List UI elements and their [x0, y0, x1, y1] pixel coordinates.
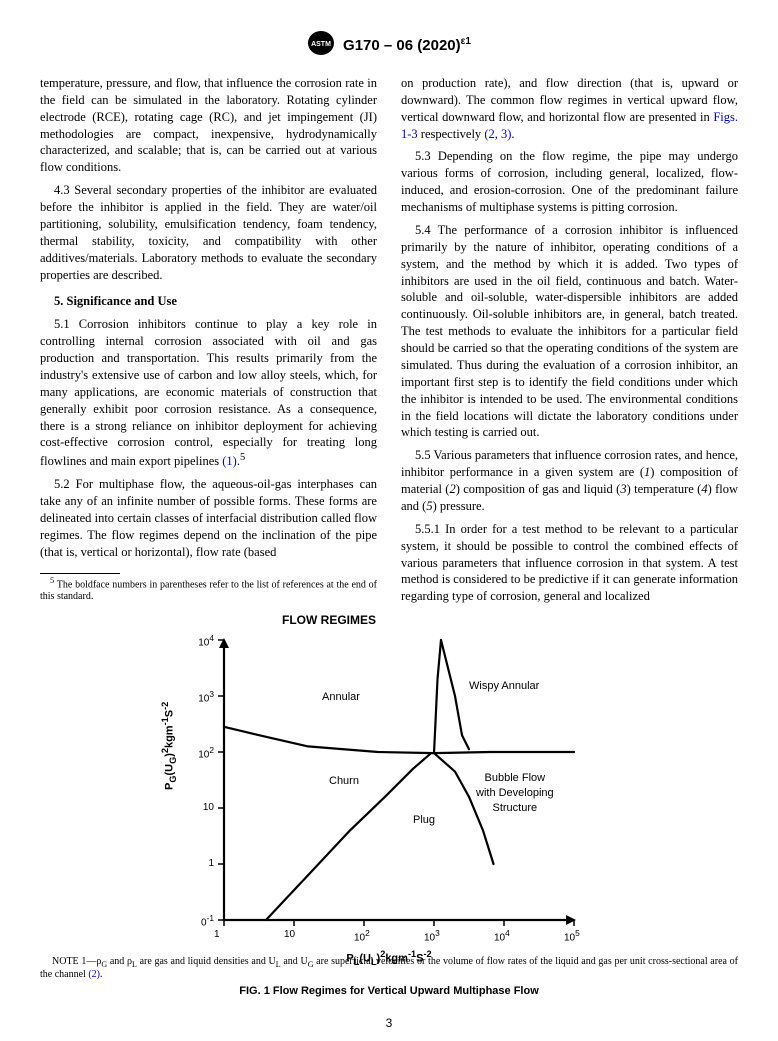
footnote-rule	[40, 573, 120, 574]
standard-id: G170 – 06 (2020)ε1	[343, 35, 471, 56]
para-5-3: 5.3 Depending on the flow regime, the pi…	[401, 148, 738, 216]
figure-caption: FIG. 1 Flow Regimes for Vertical Upward …	[40, 984, 738, 999]
region-plug: Plug	[413, 813, 435, 828]
para-5-5-1: 5.5.1 In order for a test method to be r…	[401, 521, 738, 605]
fn-ref[interactable]: (2)	[88, 969, 100, 980]
y-axis-label: PG(UG)2kgm-1S-2	[159, 702, 179, 790]
footnote-5-marker: 5	[240, 452, 245, 463]
region-bubble: Bubble Flow with Developing Structure	[476, 771, 554, 816]
para-5-2-cont-a: on production rate), and flow direction …	[401, 76, 738, 124]
region-churn: Churn	[329, 774, 359, 789]
footnote-5-text: The boldface numbers in parentheses refe…	[40, 579, 377, 603]
ref-link-1[interactable]: (1)	[222, 454, 237, 468]
astm-logo: ASTM	[307, 30, 335, 61]
para-5-1-text: 5.1 Corrosion inhibitors continue to pla…	[40, 317, 377, 468]
x-tick-3: 103	[424, 928, 440, 945]
fn-b: and ρ	[107, 956, 132, 967]
fn-end: .	[100, 969, 103, 980]
y-tick-5: 104	[198, 633, 214, 650]
section-5-heading: 5. Significance and Use	[40, 293, 377, 310]
p55-d: ) temperature (	[627, 482, 702, 496]
x-tick-0: 1	[214, 928, 220, 942]
x-tick-5: 105	[564, 928, 580, 945]
body-columns: temperature, pressure, and flow, that in…	[40, 75, 738, 608]
y-tick-0: 0-1	[201, 913, 214, 930]
para-5-4: 5.4 The performance of a corrosion inhib…	[401, 222, 738, 441]
flow-regime-chart: 1101021031041050-1110102103104AnnularWis…	[169, 630, 609, 950]
para-5-2-mid: respectively	[418, 127, 485, 141]
x-tick-4: 104	[494, 928, 510, 945]
y-tick-1: 1	[208, 857, 214, 871]
p55-c: ) composition of gas and liquid (	[456, 482, 621, 496]
figure-top-title: FLOW REGIMES	[282, 612, 738, 628]
standard-id-main: G170 – 06 (2020)	[343, 37, 461, 54]
para-4-2-cont: temperature, pressure, and flow, that in…	[40, 75, 377, 176]
region-annular: Annular	[322, 690, 360, 705]
figure-1: FLOW REGIMES 1101021031041050-1110102103…	[40, 612, 738, 1000]
footnote-5: 5 The boldface numbers in parentheses re…	[40, 576, 377, 604]
page-header: ASTM G170 – 06 (2020)ε1	[40, 30, 738, 61]
svg-text:ASTM: ASTM	[311, 41, 331, 48]
y-tick-4: 103	[198, 689, 214, 706]
x-axis-label: PL(UL)2kgm-1S-2	[346, 948, 431, 968]
standard-id-suffix: ε1	[461, 36, 471, 47]
x-tick-2: 102	[354, 928, 370, 945]
region-wispy_annular: Wispy Annular	[469, 679, 539, 694]
fn-a: NOTE 1—ρ	[52, 956, 101, 967]
fn-d: and U	[281, 956, 308, 967]
page-number: 3	[0, 1015, 778, 1031]
p55-f: ) pressure.	[433, 499, 485, 513]
para-5-2-end: .	[511, 127, 514, 141]
para-5-5: 5.5 Various parameters that influence co…	[401, 447, 738, 515]
ref-link-2-3[interactable]: (2, 3)	[484, 127, 511, 141]
para-4-3: 4.3 Several secondary properties of the …	[40, 182, 377, 283]
para-5-2: 5.2 For multiphase flow, the aqueous-oil…	[40, 476, 377, 560]
para-5-2-cont: on production rate), and flow direction …	[401, 75, 738, 143]
x-tick-1: 10	[284, 928, 295, 942]
para-5-1: 5.1 Corrosion inhibitors continue to pla…	[40, 316, 377, 470]
y-tick-2: 10	[203, 801, 214, 815]
fn-c: are gas and liquid densities and U	[137, 956, 276, 967]
y-tick-3: 102	[198, 745, 214, 762]
